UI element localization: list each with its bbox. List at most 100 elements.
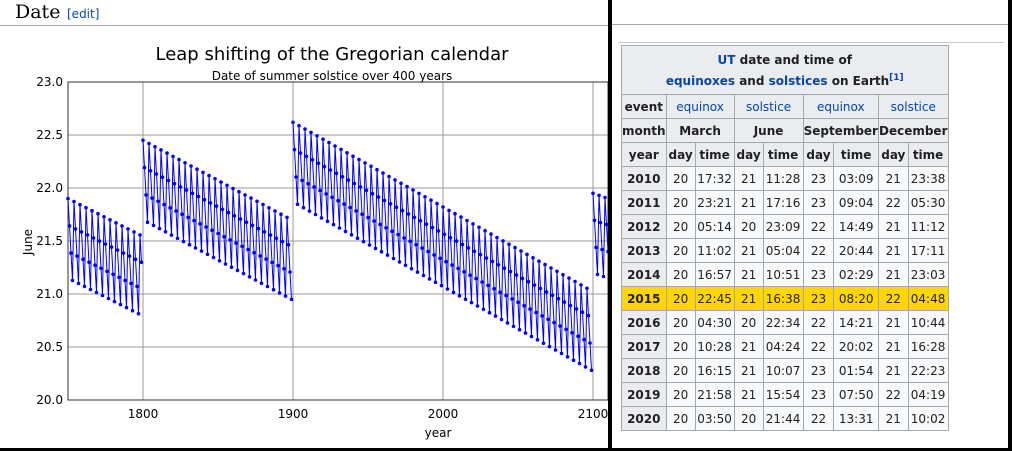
- data-point: [295, 202, 300, 207]
- time-cell: 23:21: [694, 190, 735, 215]
- data-point: [453, 211, 457, 216]
- data-point: [169, 233, 174, 237]
- ut-link[interactable]: UT: [717, 52, 736, 67]
- year-cell: 2015: [621, 286, 667, 311]
- left-panel: Date [edit] 20.0 20.5 21.0 21.5 22.0 22.5 23.0…: [0, 0, 608, 448]
- data-point: [67, 224, 72, 228]
- data-point: [256, 226, 261, 231]
- data-point: [430, 225, 435, 230]
- equinoxes-link[interactable]: equinoxes: [665, 73, 736, 88]
- data-point: [253, 278, 258, 282]
- data-point: [268, 233, 273, 237]
- data-point: [604, 222, 608, 227]
- data-point: [318, 188, 322, 193]
- solstices-link[interactable]: solstices: [768, 73, 828, 88]
- time-cell: 10:02: [907, 406, 949, 431]
- data-point: [382, 198, 387, 203]
- year-cell: 2020: [621, 406, 667, 431]
- year-cell: 2018: [621, 358, 667, 383]
- data-point: [217, 259, 222, 263]
- day-cell: 22: [802, 238, 835, 263]
- data-point: [118, 302, 123, 307]
- data-point: [489, 232, 493, 236]
- caption-text-3: on Earth: [827, 73, 890, 88]
- data-point: [198, 222, 202, 226]
- day-cell: 22: [877, 190, 909, 215]
- data-point: [366, 215, 370, 220]
- data-point: [340, 174, 345, 179]
- y-tick-label: 22.5: [36, 128, 63, 142]
- data-point: [346, 178, 351, 182]
- data-point: [568, 303, 573, 308]
- month-header: March: [665, 118, 735, 143]
- time-cell: 14:49: [833, 214, 879, 239]
- data-point: [270, 260, 274, 265]
- section-title: Date: [15, 1, 61, 23]
- time-header: time: [694, 142, 735, 167]
- day-cell: 20: [665, 262, 696, 287]
- day-cell: 21: [877, 334, 909, 359]
- data-point: [246, 247, 250, 252]
- data-point: [502, 266, 507, 271]
- data-point: [565, 355, 570, 359]
- data-point: [130, 308, 135, 313]
- data-point: [487, 310, 492, 315]
- data-point: [352, 181, 357, 186]
- edit-link[interactable]: [edit]: [67, 7, 100, 21]
- data-point: [235, 268, 240, 273]
- data-point: [462, 270, 466, 274]
- data-point: [454, 239, 459, 243]
- data-point: [478, 252, 483, 257]
- event-solstice-link[interactable]: solstice: [733, 94, 804, 119]
- table-row: 2020 20 03:50 20 21:44 22 13:31 21 10:02: [621, 406, 949, 431]
- chart-ticks: 20.0 20.5 21.0 21.5 22.0 22.5 23.0 1800 1900 2000…: [36, 75, 608, 421]
- day-cell: 21: [733, 238, 764, 263]
- data-point: [417, 191, 421, 196]
- data-point: [370, 191, 375, 196]
- time-cell: 05:14: [694, 214, 735, 239]
- data-point: [172, 181, 177, 186]
- data-point: [483, 228, 487, 233]
- series-line: [142, 140, 292, 300]
- data-point: [238, 217, 243, 221]
- series-line: [67, 198, 142, 314]
- event-equinox-link[interactable]: equinox: [665, 94, 735, 119]
- data-point: [460, 242, 465, 247]
- data-point: [496, 263, 501, 267]
- data-point: [291, 120, 295, 125]
- event-solstice-link[interactable]: solstice: [877, 94, 949, 119]
- data-point: [91, 236, 96, 240]
- data-point: [592, 218, 597, 223]
- data-point: [412, 215, 417, 220]
- data-point: [178, 185, 183, 189]
- data-point: [585, 286, 589, 291]
- data-point: [73, 227, 78, 231]
- data-point: [315, 134, 319, 138]
- table-row: 2017 20 10:28 21 04:24 22 20:02 21 16:28: [621, 334, 949, 359]
- data-point: [327, 140, 331, 145]
- event-label: event: [621, 94, 667, 119]
- data-point: [529, 334, 534, 339]
- data-point: [528, 307, 532, 311]
- data-point: [390, 229, 394, 233]
- data-point: [307, 209, 312, 213]
- x-tick-label: 2000: [428, 407, 459, 421]
- day-cell: 20: [733, 406, 764, 431]
- data-point: [225, 183, 229, 188]
- data-point: [277, 291, 282, 295]
- day-cell: 21: [733, 358, 764, 383]
- data-point: [288, 270, 292, 274]
- reference-link[interactable]: [1]: [889, 72, 904, 83]
- time-cell: 15:54: [762, 382, 804, 407]
- data-point: [586, 313, 591, 318]
- data-point: [499, 317, 504, 322]
- data-point: [192, 218, 196, 223]
- data-point: [138, 233, 142, 237]
- data-point: [139, 260, 144, 265]
- data-point: [354, 209, 358, 213]
- data-point: [106, 296, 111, 301]
- event-equinox-link[interactable]: equinox: [802, 94, 879, 119]
- data-point: [96, 211, 100, 216]
- data-point: [88, 287, 93, 292]
- data-point: [309, 130, 313, 135]
